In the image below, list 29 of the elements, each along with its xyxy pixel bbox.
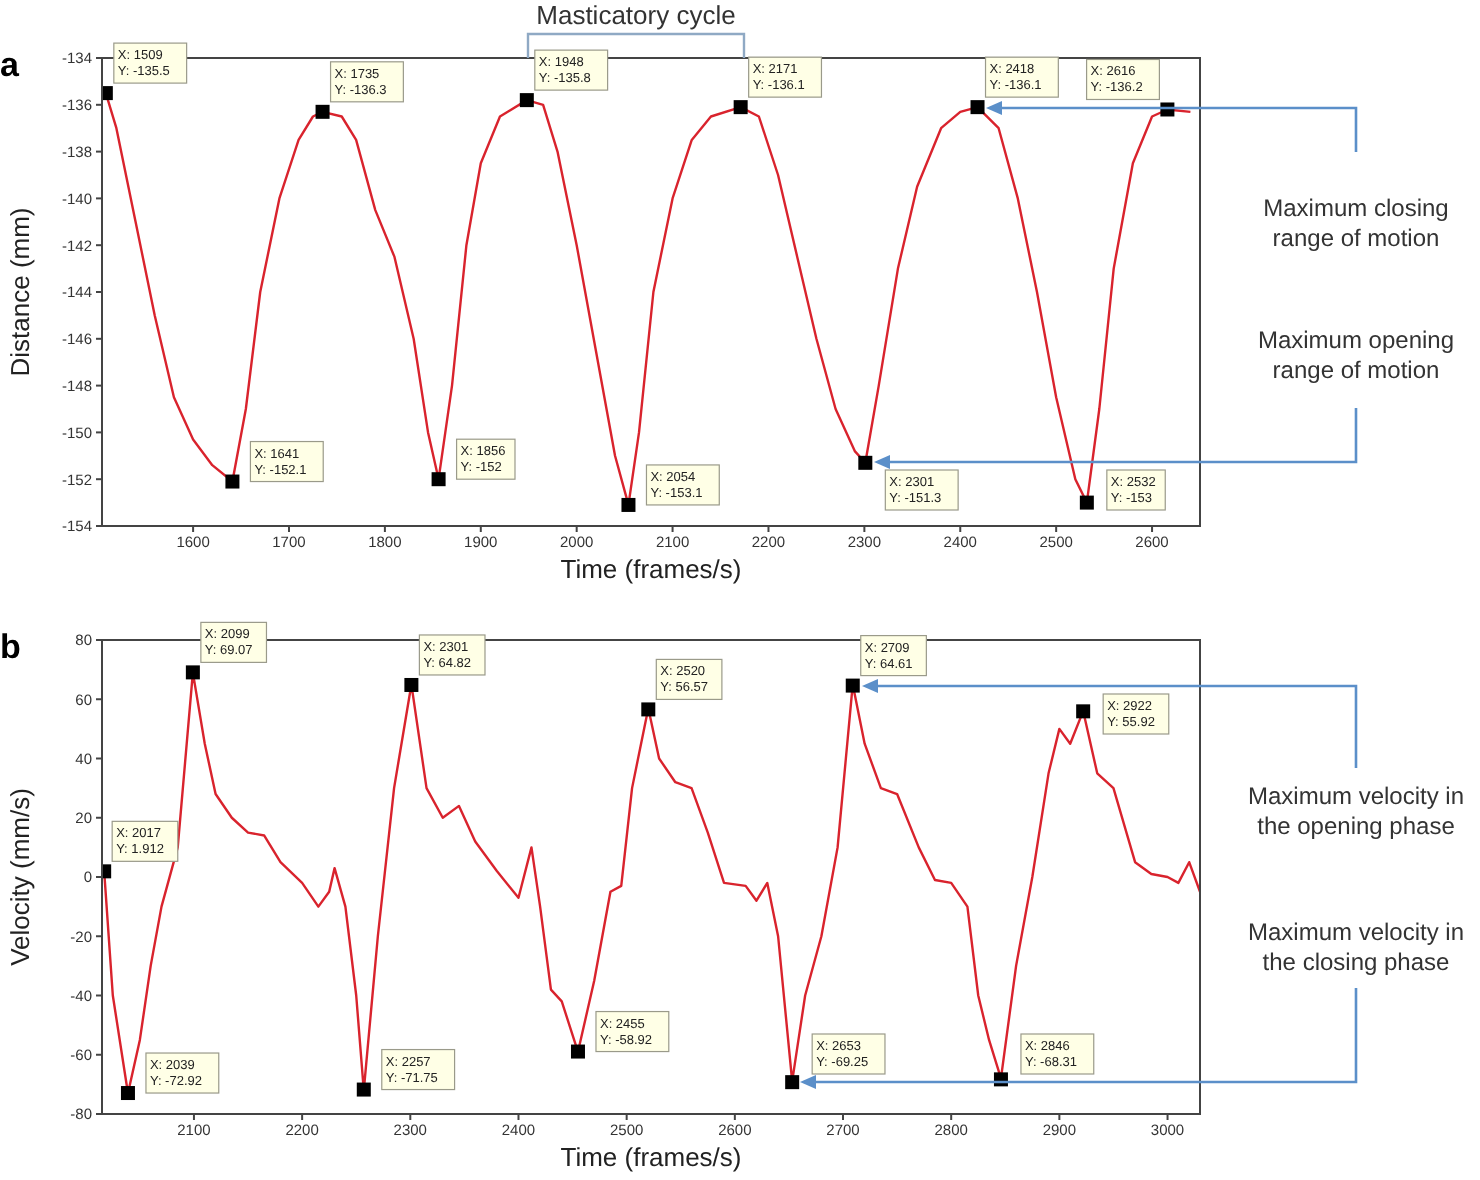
- point: [120, 1086, 135, 1101]
- point: [185, 665, 200, 680]
- text: Maximum opening range of motion: [1257, 326, 1455, 384]
- point: [641, 702, 656, 717]
- point: [570, 1044, 585, 1059]
- point: [785, 1075, 800, 1090]
- point: [733, 100, 748, 115]
- y-axis-title: Velocity (mm/s): [5, 788, 36, 966]
- text: Maximum velocity in the opening phase: [1247, 782, 1465, 840]
- point: [519, 93, 534, 108]
- point: [845, 678, 860, 693]
- point: [970, 100, 985, 115]
- chart-title: a: [0, 46, 19, 86]
- x-axis-title: Time (frames/s): [558, 554, 744, 584]
- y-axis-title: Distance (mm): [5, 207, 36, 377]
- chart-title: b: [0, 628, 21, 668]
- point: [225, 474, 240, 489]
- text: Maximum closing range of motion: [1263, 194, 1449, 252]
- point: [858, 455, 873, 470]
- text: Masticatory cycle: [536, 0, 736, 30]
- point: [1076, 704, 1091, 719]
- point: [315, 104, 330, 119]
- text: Maximum velocity in the closing phase: [1247, 918, 1465, 976]
- x-axis-title: Time (frames/s): [558, 1142, 744, 1172]
- point: [621, 497, 636, 512]
- point: [356, 1082, 371, 1097]
- point: [431, 472, 446, 487]
- point: [404, 677, 419, 692]
- point: [1079, 495, 1094, 510]
